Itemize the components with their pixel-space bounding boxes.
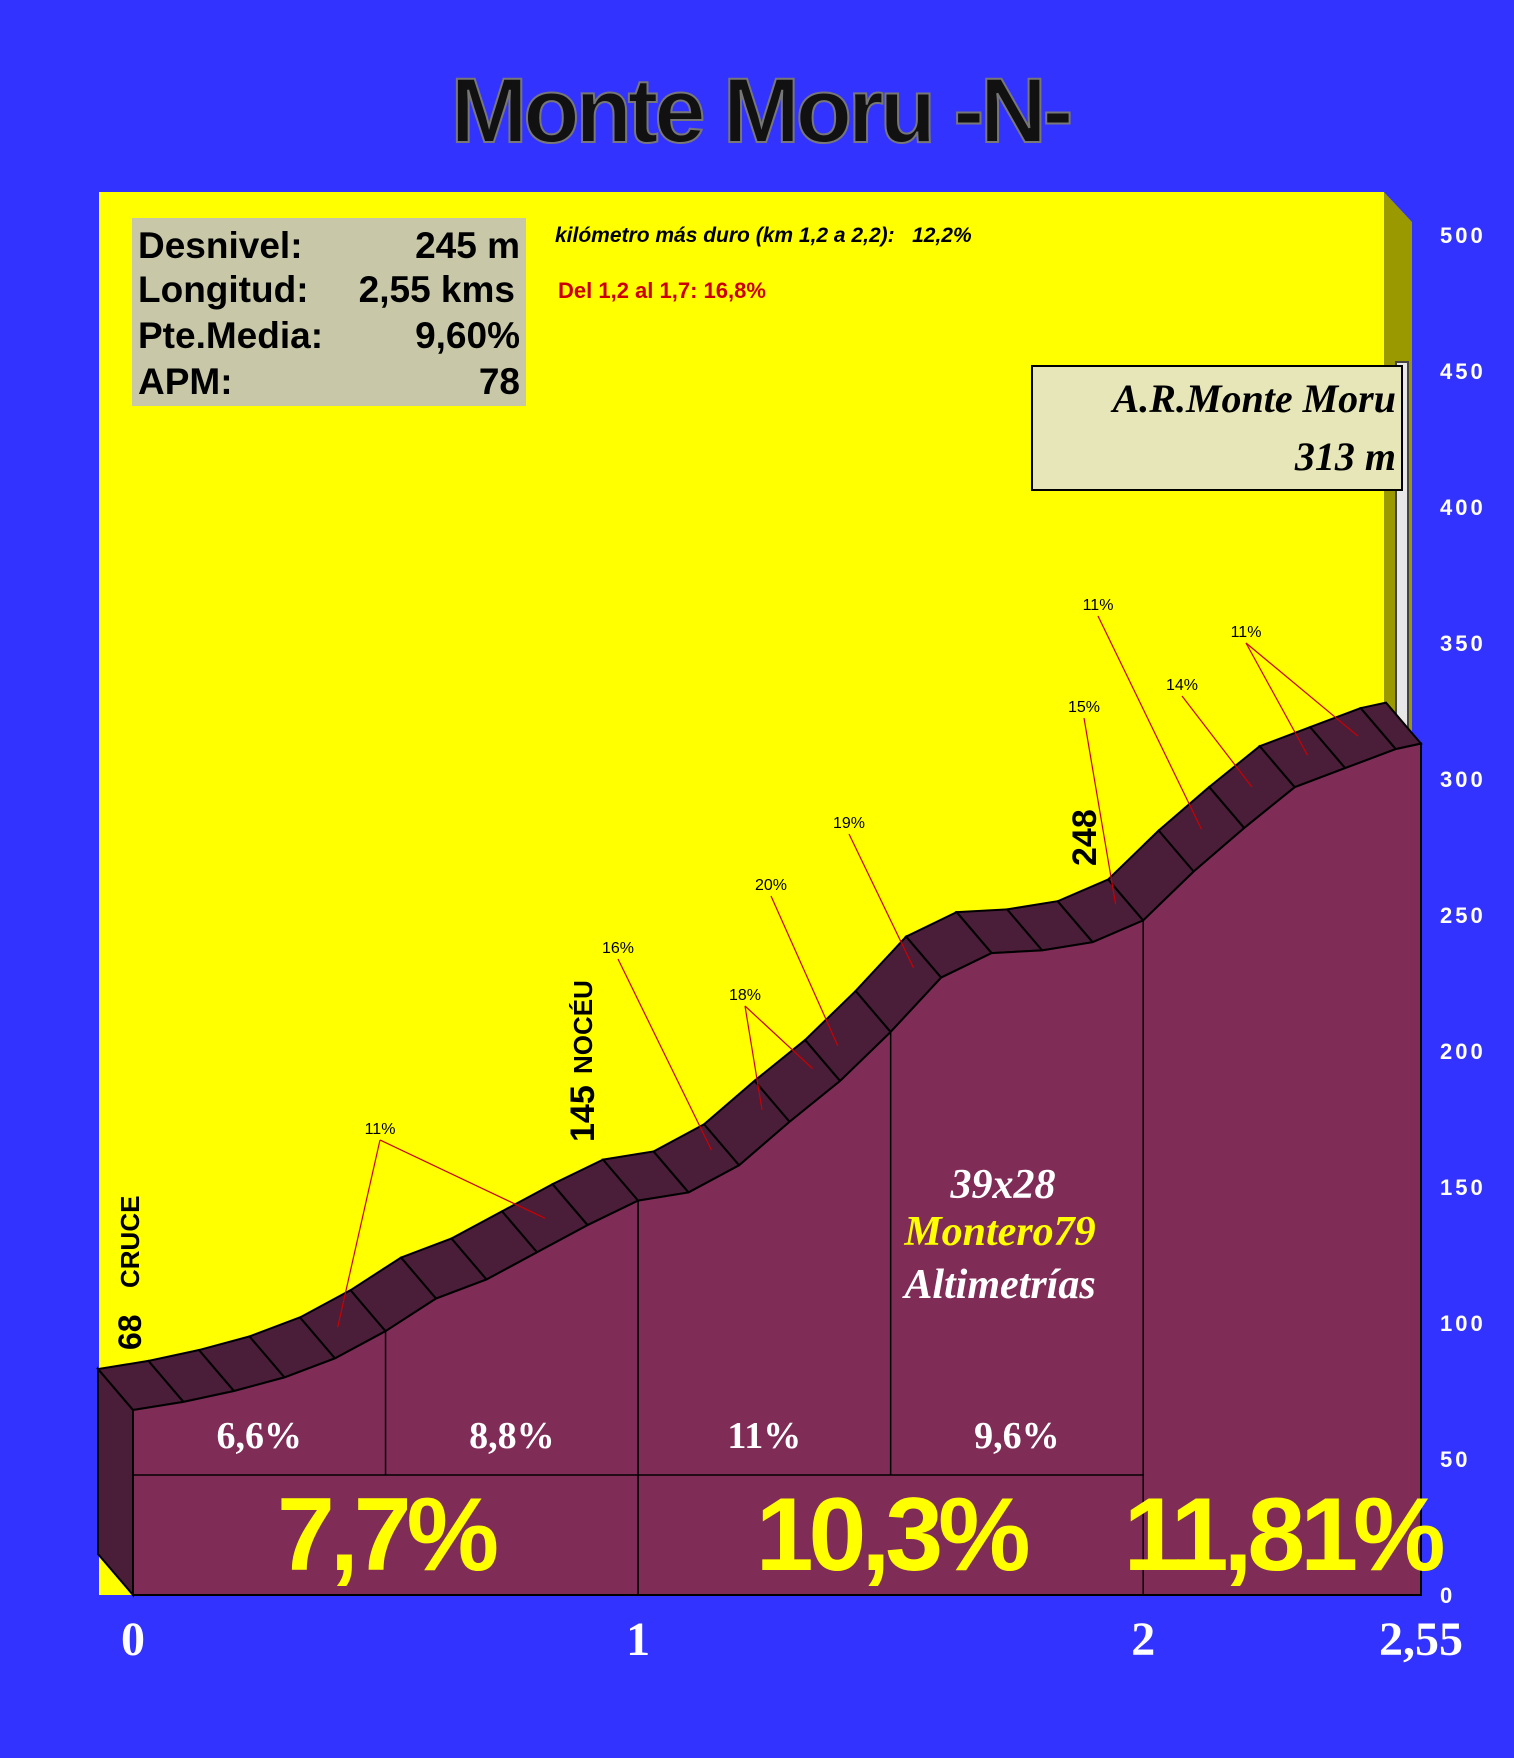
grade-annotation: 11% — [365, 1121, 396, 1138]
grade-leader-line — [337, 1139, 381, 1328]
summit-name: A.R.Monte Moru — [1110, 376, 1396, 421]
stat-label: Pte.Media: — [138, 315, 323, 356]
segment-dividers — [133, 920, 1144, 1595]
gearing-credit: 39x28 — [950, 1162, 1056, 1208]
grade-annotation: 11% — [1231, 624, 1262, 641]
grade-leader-line — [379, 1139, 546, 1219]
km-grade-label: 10,3% — [756, 1477, 1028, 1593]
grade-annotation: 19% — [833, 815, 865, 832]
place-label-cruce: 68 CRUCE — [112, 1196, 148, 1350]
y-tick-label: 200 — [1440, 1039, 1486, 1064]
grade-annotation: 18% — [729, 987, 761, 1004]
summit-label: A.R.Monte Moru 313 m — [1031, 365, 1403, 491]
stat-label: Longitud: — [138, 269, 309, 310]
grade-leader-line — [617, 958, 713, 1151]
stats-box: Desnivel: 245 m Longitud: 2,55 kms Pte.M… — [132, 218, 526, 406]
x-axis: 0 1 2 2,55 — [121, 1613, 1463, 1666]
grade-leader-line — [744, 1005, 813, 1070]
grade-annotation: 11% — [1083, 597, 1114, 614]
place-altitude: 145 — [564, 1085, 602, 1142]
km-grade-labels: 7,7% 10,3% 11,81% — [277, 1477, 1448, 1593]
grade-annotation: 16% — [602, 940, 634, 957]
steepest-note: Del 1,2 al 1,7: 16,8% — [558, 278, 766, 303]
stat-value: 2,55 kms — [359, 269, 515, 310]
place-label-noceu: 145 NOCÉU — [564, 980, 602, 1142]
segment-grade-label: 9,6% — [974, 1415, 1060, 1457]
x-tick-label: 2 — [1131, 1613, 1155, 1666]
place-name: NOCÉU — [568, 980, 598, 1074]
place-altitude: 248 — [1066, 809, 1104, 866]
y-tick-label: 150 — [1440, 1175, 1486, 1200]
y-tick-label: 350 — [1440, 631, 1486, 656]
y-tick-label: 300 — [1440, 767, 1486, 792]
y-tick-label: 450 — [1440, 359, 1486, 384]
x-tick-label: 1 — [626, 1613, 650, 1666]
y-tick-label: 400 — [1440, 495, 1486, 520]
place-name: CRUCE — [115, 1196, 145, 1288]
elevation-profile — [96, 701, 1423, 1598]
grade-leader-line — [848, 833, 915, 969]
segment-grade-label: 11% — [727, 1415, 801, 1457]
stat-value: 245 m — [415, 225, 520, 266]
stat-label: APM: — [138, 361, 233, 402]
segment-grade-labels: 6,6% 8,8% 11% 9,6% — [217, 1415, 1060, 1457]
author-credit: Montero79 — [903, 1209, 1095, 1255]
y-tick-label: 500 — [1440, 223, 1486, 248]
y-tick-label: 250 — [1440, 903, 1486, 928]
grade-annotation: 15% — [1068, 699, 1100, 716]
summit-altitude: 313 m — [1294, 434, 1396, 479]
grade-leader-line — [744, 1005, 763, 1111]
grade-leader-line — [1245, 642, 1309, 756]
stat-value: 9,60% — [415, 315, 520, 356]
grade-annotations: 11% 16% 18% 20% 19% 15% 11% 14% 11% — [337, 597, 1359, 1328]
x-tick-label: 2,55 — [1379, 1613, 1463, 1666]
grade-leader-line — [1181, 695, 1253, 788]
stat-label: Desnivel: — [138, 225, 303, 266]
x-tick-label: 0 — [121, 1613, 145, 1666]
hardest-km-note: kilómetro más duro (km 1,2 a 2,2): 12,2% — [555, 224, 972, 247]
site-credit: Altimetrías — [901, 1262, 1095, 1308]
grade-leader-line — [1245, 642, 1359, 737]
stat-value: 78 — [479, 361, 520, 402]
grade-leader-line — [770, 895, 839, 1046]
km-grade-label: 11,81% — [1124, 1477, 1444, 1593]
segment-grade-label: 6,6% — [217, 1415, 303, 1457]
grade-annotation: 20% — [755, 877, 787, 894]
grade-leader-line — [1097, 615, 1203, 830]
profile-side-face — [97, 1366, 134, 1598]
profile-front-face — [132, 742, 1422, 1596]
grade-leader-line — [1083, 717, 1117, 905]
y-tick-label: 0 — [1440, 1583, 1455, 1608]
y-tick-label: 100 — [1440, 1311, 1486, 1336]
segment-grade-label: 8,8% — [469, 1415, 555, 1457]
place-label-248: 248 — [1066, 809, 1104, 866]
place-altitude: 68 — [112, 1314, 148, 1350]
grade-annotation: 14% — [1166, 677, 1198, 694]
km-grade-label: 7,7% — [277, 1477, 497, 1593]
chart-title: Monte Moru -N- — [451, 60, 1070, 162]
y-tick-label: 50 — [1440, 1447, 1470, 1472]
y-axis: 0 50 100 150 200 250 300 350 400 450 500 — [1440, 223, 1486, 1608]
